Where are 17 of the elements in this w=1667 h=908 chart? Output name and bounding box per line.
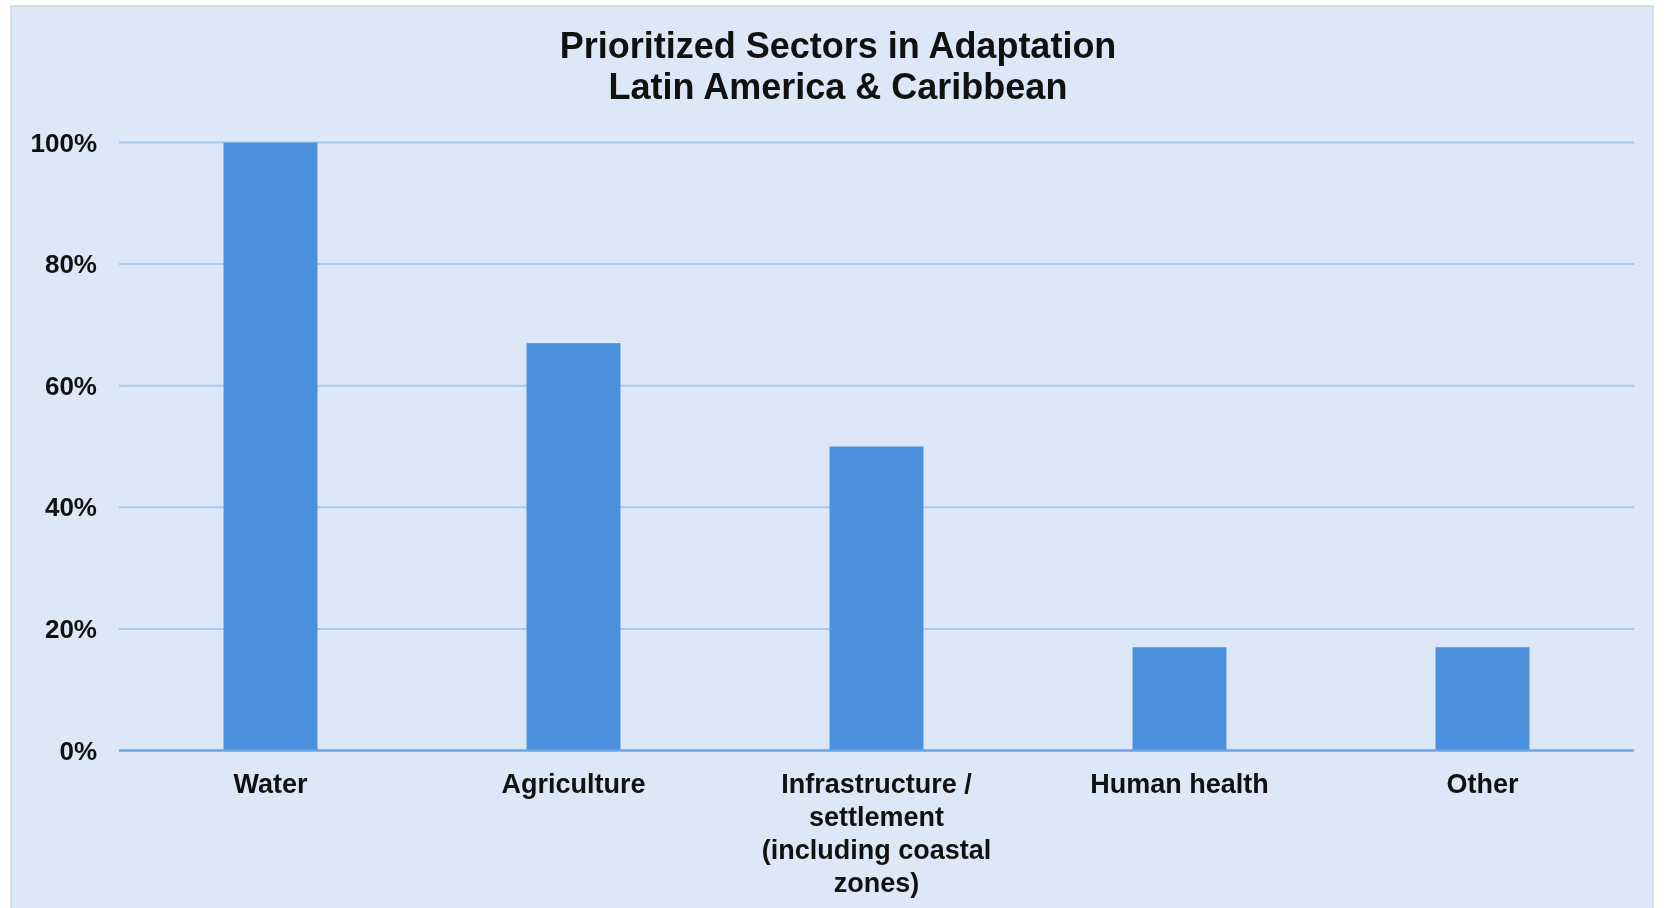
y-tick-label: 80%	[44, 249, 97, 280]
bar	[1435, 647, 1530, 751]
y-tick-label: 40%	[44, 492, 97, 523]
y-tick-label: 20%	[44, 613, 97, 644]
y-tick-label: 100%	[30, 127, 97, 158]
bar	[526, 343, 621, 751]
y-tick-label: 60%	[44, 370, 97, 401]
y-tick-label: 0%	[59, 735, 97, 766]
bar	[223, 142, 318, 751]
chart-title: Prioritized Sectors in Adaptation Latin America & Caribbean	[559, 25, 1117, 107]
bar	[829, 446, 924, 751]
bar	[1132, 647, 1227, 751]
x-tick-label: Other	[1446, 769, 1519, 799]
x-tick-label: Human health	[1090, 769, 1269, 799]
x-tick-label: Agriculture	[501, 769, 646, 799]
x-tick-label: Infrastructure / settlement (including coastal zones)	[761, 769, 992, 898]
x-tick-label: Water	[233, 769, 308, 799]
